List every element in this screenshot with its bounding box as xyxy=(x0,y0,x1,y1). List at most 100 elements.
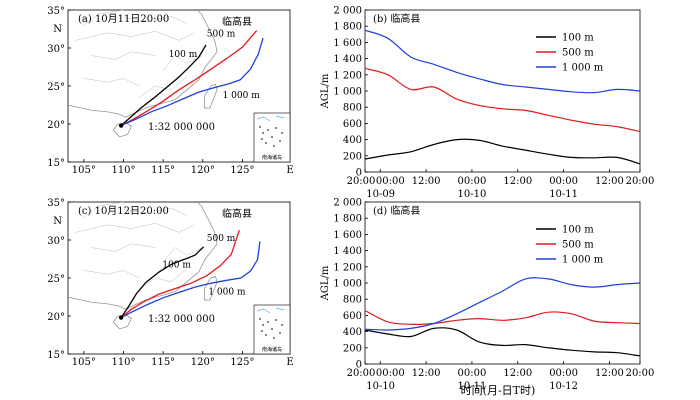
y-tick-label: 1 800 xyxy=(333,22,362,33)
y-tick-label: 2 000 xyxy=(333,6,362,17)
lon-tick-label: 115° xyxy=(151,357,175,368)
series-line-100m xyxy=(364,327,641,357)
series-line-1000m xyxy=(364,277,641,331)
y-axis-label: AGL/m xyxy=(320,265,331,301)
y-tick-label: 800 xyxy=(343,103,362,114)
release-site-marker xyxy=(118,123,124,128)
x-tick-label: 12:00 xyxy=(412,368,441,379)
x-tick-label: 12:00 xyxy=(412,176,441,187)
trajectory-500m xyxy=(120,30,258,127)
lon-tick-label: 110° xyxy=(111,357,135,368)
coastline xyxy=(67,9,218,118)
province-border xyxy=(123,15,188,24)
y-tick-label: 1 000 xyxy=(333,87,362,98)
inset-island xyxy=(273,337,275,339)
trajectory-label-100m: 100 m xyxy=(162,260,191,270)
inset-island xyxy=(261,330,263,332)
taiwan-island xyxy=(204,276,218,301)
legend-label: 100 m xyxy=(562,33,594,44)
map-panel-c: 105° 110° 115° 120° 125° E 35° 30° 25° 20° 15° N 南海诸… xyxy=(47,198,293,368)
inset-island xyxy=(271,328,273,330)
hainan-island xyxy=(112,314,132,330)
lon-tick-label: 115° xyxy=(151,165,175,176)
scale-label: 1:32 000 000 xyxy=(148,314,215,325)
trajectory-label-100m: 100 m xyxy=(169,50,198,60)
lat-tick-label: 30° xyxy=(47,44,65,55)
scale-label: 1:32 000 000 xyxy=(148,122,215,133)
lon-tick-label: 120° xyxy=(191,357,215,368)
y-tick-label: 200 xyxy=(343,343,362,354)
y-tick-label: 600 xyxy=(343,311,362,322)
y-tick-label: 400 xyxy=(343,135,362,146)
inset-island xyxy=(281,132,283,134)
date-label: 10-10 xyxy=(458,189,487,200)
y-tick-label: 600 xyxy=(343,119,362,130)
chart-title: (d) 临高县 xyxy=(373,204,420,217)
y-tick-label: 0 xyxy=(356,168,362,179)
lon-tick-label: 125° xyxy=(230,165,254,176)
inset-label: 南海诸岛 xyxy=(262,346,282,353)
legend-label: 500 m xyxy=(562,240,594,251)
lat-tick-label: 35° xyxy=(47,198,65,209)
x-axis-label: 时间(月-日T时) xyxy=(461,384,536,397)
x-tick-label: 00:00 xyxy=(458,176,487,187)
y-tick-label: 1 600 xyxy=(333,230,362,241)
trajectory-label-500m: 500 m xyxy=(207,30,236,40)
y-tick-label: 1 000 xyxy=(333,279,362,290)
y-tick-label: 1 800 xyxy=(333,214,362,225)
province-border xyxy=(83,201,124,218)
lon-axis-unit: E xyxy=(286,165,293,176)
map-panel-a: 105° 110° 115° 120° 125° E 35° 30° 25° 20° 15° N 南海诸… xyxy=(47,6,293,176)
inset-coast xyxy=(256,115,285,122)
inset-coast xyxy=(256,307,285,314)
province-border xyxy=(91,243,156,252)
lat-tick-label: 30° xyxy=(47,236,65,247)
y-tick-label: 1 200 xyxy=(333,70,362,81)
lat-tick-label: 20° xyxy=(47,120,65,131)
coastline xyxy=(67,201,218,310)
inset-island xyxy=(262,132,264,134)
trajectory-label-1000m: 1 000 m xyxy=(208,288,246,298)
date-label: 10-12 xyxy=(549,381,578,392)
lon-tick-label: 105° xyxy=(72,165,96,176)
trajectory-1000m xyxy=(120,241,261,319)
lat-axis-unit: N xyxy=(53,24,62,35)
x-tick-label: 12:00 xyxy=(503,176,532,187)
inset-island xyxy=(281,324,283,326)
x-tick-label: 20:00 xyxy=(347,176,376,187)
x-tick-label: 12:00 xyxy=(595,368,624,379)
lat-tick-label: 15° xyxy=(47,350,65,361)
date-label: 10-10 xyxy=(366,381,395,392)
taiwan-island xyxy=(204,84,218,109)
y-tick-label: 1 200 xyxy=(333,262,362,273)
legend-label: 100 m xyxy=(562,225,594,236)
date-label: 10-09 xyxy=(366,189,395,200)
series-line-500m xyxy=(364,67,641,133)
trajectory-1000m xyxy=(120,37,264,127)
trajectory-500m xyxy=(120,229,240,319)
inset-label: 南海诸岛 xyxy=(262,154,282,161)
province-border xyxy=(75,31,196,41)
plot-frame xyxy=(364,9,641,173)
site-label: 临高县 xyxy=(222,207,252,220)
x-tick-label: 12:00 xyxy=(503,368,532,379)
trajectory-label-1000m: 1 000 m xyxy=(223,91,261,101)
map-frame xyxy=(67,201,291,355)
map-title: (a) 10月11日20:00 xyxy=(78,13,169,25)
x-tick-label: 20:00 xyxy=(626,368,655,379)
chart-panel-d: 0 200 400 600 800 1 000 1 200 1 400 1 600 1 800 2 … xyxy=(320,198,654,393)
province-border xyxy=(139,76,188,98)
hainan-island xyxy=(112,122,132,138)
province-border xyxy=(162,55,203,71)
lat-axis-unit: N xyxy=(53,216,62,227)
inset-island xyxy=(259,126,261,128)
y-tick-label: 800 xyxy=(343,295,362,306)
x-tick-label: 20:00 xyxy=(347,368,376,379)
legend-label: 1 000 m xyxy=(562,63,604,74)
lon-tick-label: 110° xyxy=(111,165,135,176)
inset-island xyxy=(279,332,281,334)
inset-island xyxy=(265,334,267,336)
lat-tick-label: 20° xyxy=(47,312,65,323)
province-border xyxy=(83,270,140,279)
chart-title: (b) 临高县 xyxy=(373,12,420,25)
